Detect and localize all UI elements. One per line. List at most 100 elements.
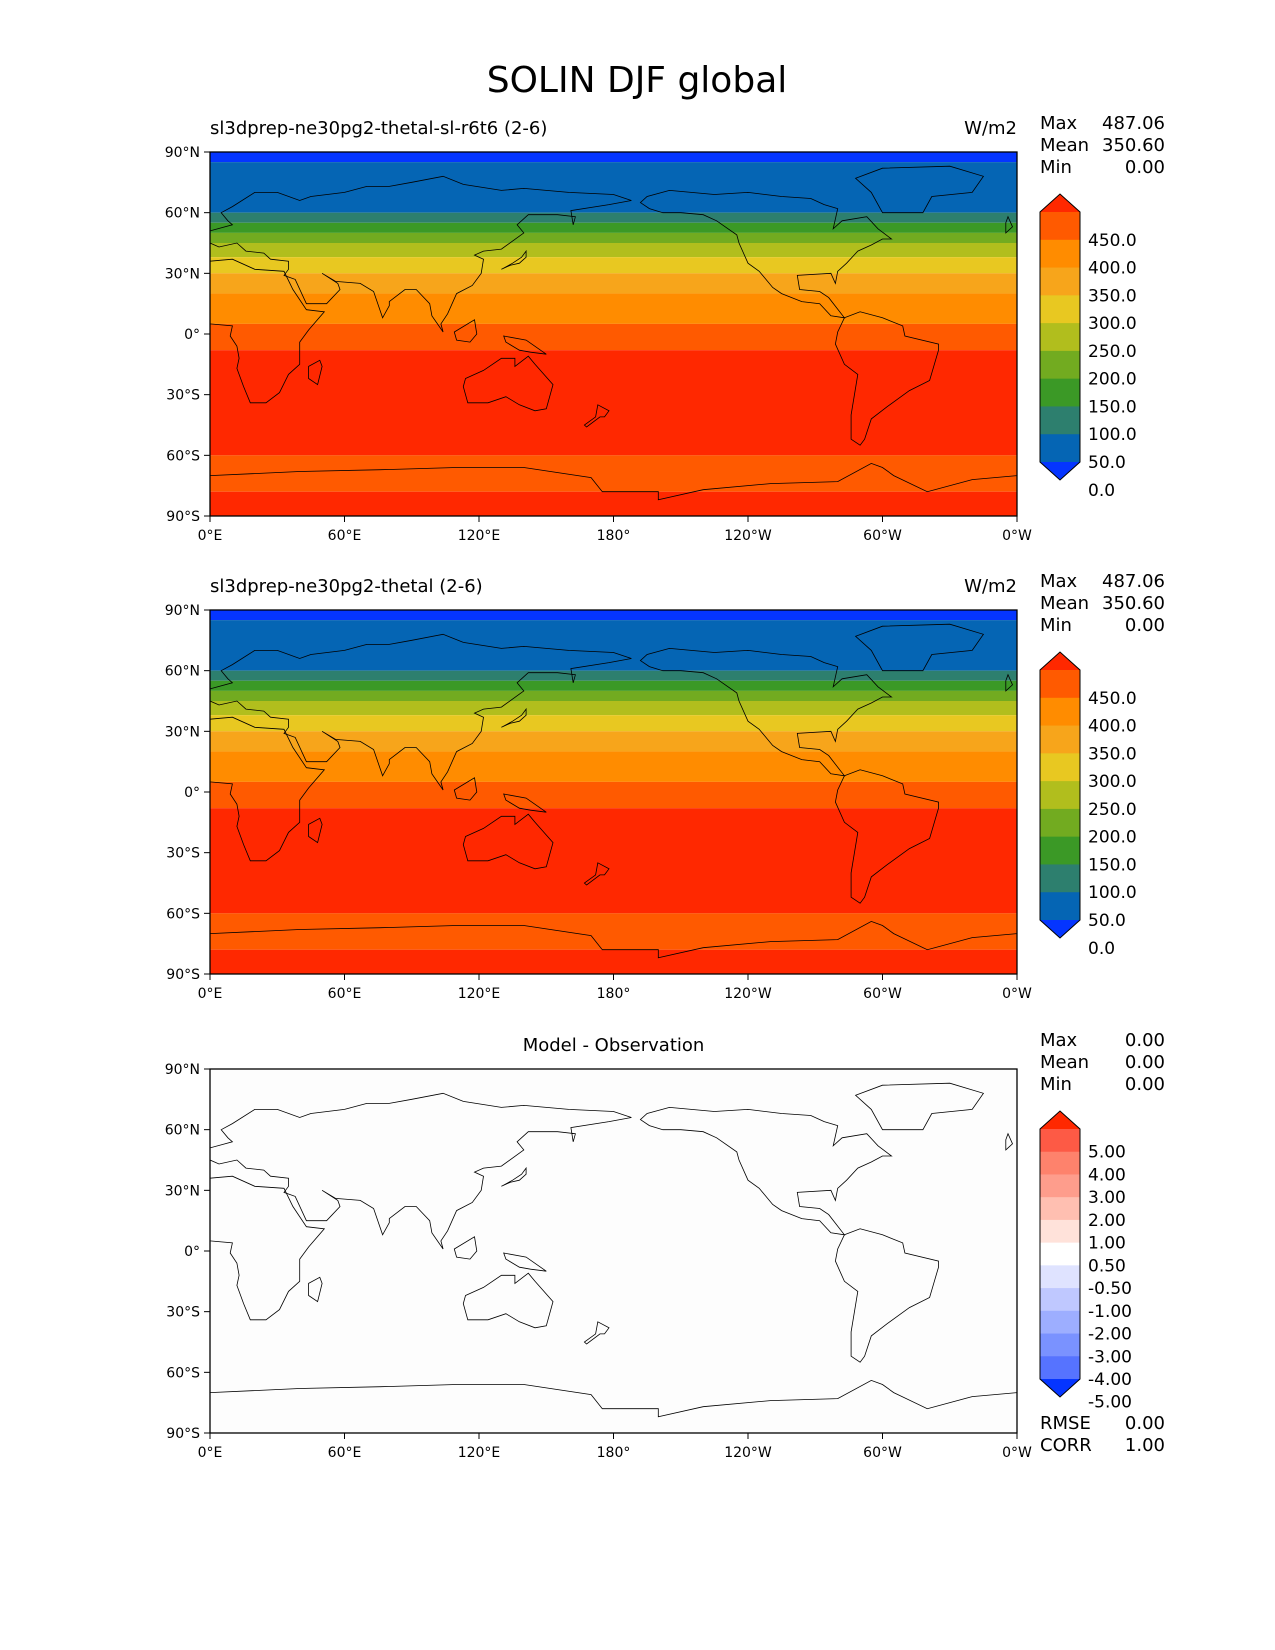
- x-tick-label: 60°W: [863, 1445, 902, 1461]
- colorbar-label: 100.0: [1088, 425, 1137, 445]
- colorbar-label: 400.0: [1088, 717, 1137, 737]
- field-band: [210, 949, 1017, 974]
- colorbar-label: 0.0: [1088, 481, 1115, 501]
- colorbar-segment: [1040, 1219, 1080, 1244]
- x-tick-label: 60°W: [863, 528, 902, 544]
- figure-title: SOLIN DJF global: [487, 60, 788, 101]
- colorbar-outline: [1039, 193, 1081, 481]
- coastlines: [210, 165, 1017, 516]
- field-band: [210, 243, 1017, 258]
- stat-label: CORR: [1040, 1435, 1092, 1456]
- y-tick-label: 60°N: [165, 206, 200, 222]
- stat-value: 0.00: [1125, 1052, 1165, 1073]
- field-layer: [210, 152, 1017, 516]
- field-band: [210, 212, 1017, 223]
- colorbar-label: -2.00: [1088, 1325, 1132, 1345]
- x-tick-label: 0°E: [198, 1445, 223, 1461]
- coastline: [501, 249, 527, 270]
- x-tick-label: 0°E: [198, 986, 223, 1002]
- colorbar-segment: [1040, 1174, 1080, 1198]
- x-tick-label: 120°W: [724, 986, 772, 1002]
- colorbar-label: 1.00: [1088, 1234, 1126, 1254]
- coastline: [503, 1252, 547, 1272]
- stat-label: Mean: [1040, 135, 1089, 156]
- field-band: [210, 670, 1017, 681]
- y-tick-label: 90°S: [166, 967, 200, 983]
- y-tick-label: 30°S: [166, 1305, 200, 1321]
- y-tick-label: 60°N: [165, 664, 200, 680]
- map-panel-difference: 0°E 60°E 120°E 180° 120°W 60°W 0°W 90°N 60°N 30°N…: [165, 1030, 1165, 1461]
- colorbar-label: -1.00: [1088, 1302, 1132, 1322]
- field-band: [210, 731, 1017, 752]
- colorbar-label: 50.0: [1088, 911, 1126, 931]
- colorbar-label: -4.00: [1088, 1370, 1132, 1390]
- x-tick-label: 180°: [597, 528, 631, 544]
- colorbar-label: -5.00: [1088, 1393, 1132, 1413]
- colorbar-segment: [1040, 350, 1080, 380]
- coastline: [308, 817, 323, 844]
- field-layer: [210, 1069, 1017, 1433]
- colorbar-segment: [1040, 295, 1080, 324]
- colorbar-extend-bottom: [1040, 920, 1080, 938]
- colorbar-extend-top: [1040, 652, 1080, 670]
- field-band: [210, 323, 1017, 351]
- x-tick-label: 0°E: [198, 528, 223, 544]
- coastline: [583, 1321, 610, 1345]
- colorbar-segment: [1040, 753, 1080, 782]
- coastline: [834, 311, 939, 446]
- colorbar-segment: [1040, 836, 1080, 865]
- field-band: [210, 701, 1017, 716]
- colorbar-label: 4.00: [1088, 1165, 1126, 1185]
- field-band: [210, 273, 1017, 294]
- coastline: [503, 793, 547, 813]
- x-tick-label: 0°W: [1002, 986, 1032, 1002]
- stat-label: Min: [1040, 157, 1072, 178]
- field-band: [210, 715, 1017, 732]
- colorbar-label: 0.0: [1088, 939, 1115, 959]
- coastline: [501, 1166, 527, 1187]
- colorbar-label: 3.00: [1088, 1188, 1126, 1208]
- stat-value: 487.06: [1102, 113, 1165, 134]
- field-band: [210, 620, 1017, 671]
- coastline: [1005, 673, 1013, 692]
- colorbar-label: 150.0: [1088, 397, 1137, 417]
- colorbar-extend-top: [1040, 194, 1080, 212]
- coastline: [453, 777, 478, 801]
- x-tick-label: 0°W: [1002, 528, 1032, 544]
- y-tick-label: 0°: [184, 785, 200, 801]
- colorbar-label: 250.0: [1088, 800, 1137, 820]
- colorbar-label: 0.50: [1088, 1256, 1126, 1276]
- coastline: [639, 1106, 893, 1236]
- stat-value: 0.00: [1125, 1413, 1165, 1434]
- stat-value: 350.60: [1102, 593, 1165, 614]
- colorbar-extend-bottom: [1040, 1379, 1080, 1397]
- coastline: [583, 404, 610, 428]
- coastline: [453, 1236, 478, 1260]
- field-band: [210, 350, 1017, 456]
- colorbar-segment: [1040, 267, 1080, 296]
- coastlines: [210, 1082, 1017, 1433]
- x-tick-label: 0°W: [1002, 1445, 1032, 1461]
- stat-label: Mean: [1040, 1052, 1089, 1073]
- field-band: [210, 680, 1017, 691]
- units-label: W/m2: [964, 576, 1017, 597]
- y-tick-label: 30°N: [165, 724, 200, 740]
- x-tick-label: 120°W: [724, 528, 772, 544]
- coastline: [462, 813, 554, 870]
- colorbar-segment: [1040, 1356, 1080, 1380]
- field-band: [210, 491, 1017, 516]
- colorbar-label: 450.0: [1088, 689, 1137, 709]
- colorbar-outline: [1039, 651, 1081, 939]
- stat-value: 1.00: [1125, 1435, 1165, 1456]
- map-panel-model-2: 0°E 60°E 120°E 180° 120°W 60°W 0°W 90°N 60°N 30°N…: [165, 571, 1165, 1002]
- map-panel-model-1: 0°E 60°E 120°E 180° 120°W 60°W 0°W 90°N 60°N 30°N…: [165, 113, 1165, 544]
- colorbar-segment: [1040, 670, 1080, 699]
- colorbar: 450.0 400.0 350.0 300.0 250.0 200.0 150.0 100.0…: [1039, 651, 1137, 959]
- stat-value: 0.00: [1125, 1030, 1165, 1051]
- coastline: [308, 359, 323, 386]
- colorbar-segment: [1040, 323, 1080, 352]
- y-tick-label: 0°: [184, 327, 200, 343]
- colorbar-segment: [1040, 892, 1080, 921]
- colorbar-segment: [1040, 1310, 1080, 1335]
- coastline: [453, 319, 478, 343]
